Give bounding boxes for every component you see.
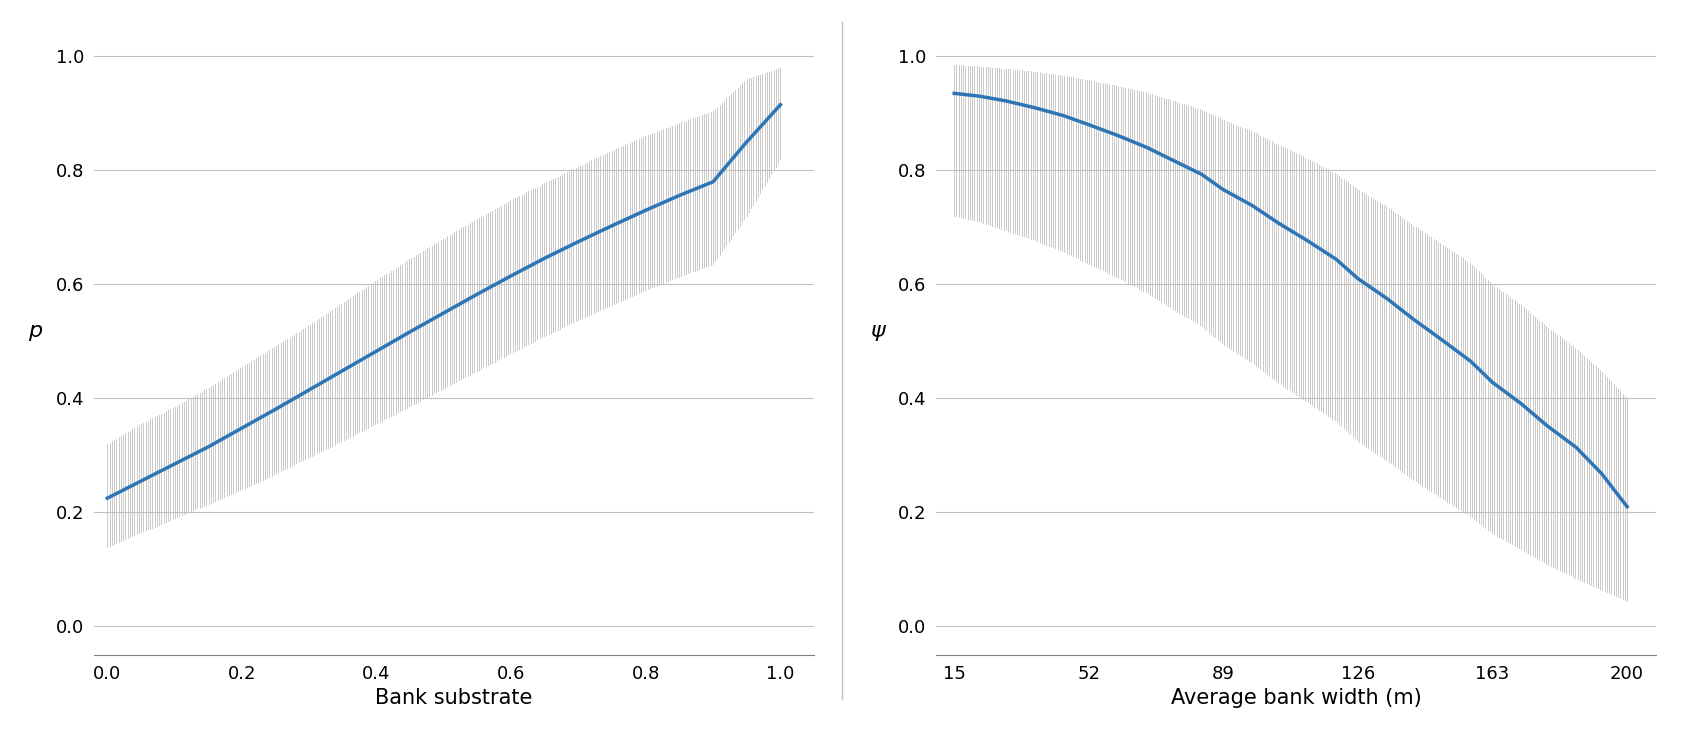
X-axis label: Average bank width (m): Average bank width (m) xyxy=(1170,688,1421,708)
Y-axis label: ψ: ψ xyxy=(869,322,884,342)
Y-axis label: p: p xyxy=(27,322,42,342)
X-axis label: Bank substrate: Bank substrate xyxy=(376,688,532,708)
